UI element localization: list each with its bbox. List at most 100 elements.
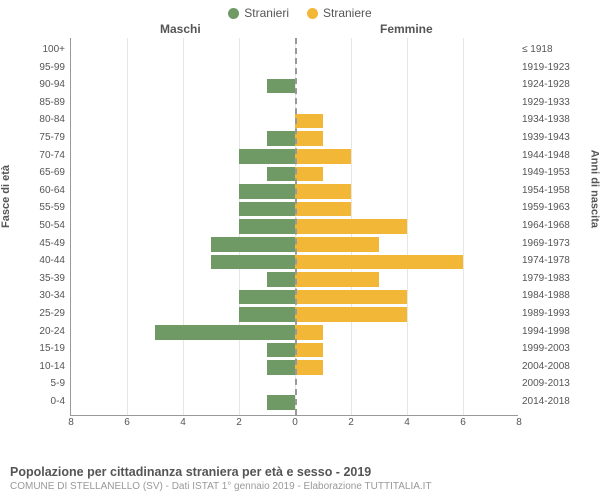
legend-item-male: Stranieri bbox=[228, 6, 289, 20]
y-axis-label-right: Anni di nascita bbox=[588, 150, 600, 228]
bar-male bbox=[211, 237, 295, 252]
bar-male bbox=[239, 184, 295, 199]
age-label: 70-74 bbox=[23, 150, 65, 161]
chart-area: Fasce di età Anni di nascita 100+≤ 19189… bbox=[0, 38, 600, 438]
age-label: 5-9 bbox=[23, 378, 65, 389]
age-label: 65-69 bbox=[23, 167, 65, 178]
bar-male bbox=[267, 131, 295, 146]
birth-year-label: 1989-1993 bbox=[522, 308, 588, 319]
x-tick-label: 2 bbox=[236, 417, 242, 428]
plot-region: 100+≤ 191895-991919-192390-941924-192885… bbox=[70, 38, 518, 416]
birth-year-label: 1944-1948 bbox=[522, 150, 588, 161]
y-axis-label-left: Fasce di età bbox=[0, 165, 12, 228]
bar-male bbox=[239, 202, 295, 217]
age-label: 75-79 bbox=[23, 132, 65, 143]
birth-year-label: 1924-1928 bbox=[522, 79, 588, 90]
bar-male bbox=[267, 167, 295, 182]
bar-male bbox=[239, 149, 295, 164]
bar-male bbox=[211, 255, 295, 270]
bar-female bbox=[295, 272, 379, 287]
chart-title: Popolazione per cittadinanza straniera p… bbox=[10, 465, 590, 479]
age-label: 45-49 bbox=[23, 238, 65, 249]
birth-year-label: 2004-2008 bbox=[522, 361, 588, 372]
column-title-female: Femmine bbox=[380, 22, 433, 36]
bar-female bbox=[295, 237, 379, 252]
bar-female bbox=[295, 184, 351, 199]
x-tick-label: 6 bbox=[460, 417, 466, 428]
birth-year-label: 1934-1938 bbox=[522, 114, 588, 125]
bar-female bbox=[295, 360, 323, 375]
age-label: 55-59 bbox=[23, 202, 65, 213]
birth-year-label: 2014-2018 bbox=[522, 396, 588, 407]
birth-year-label: 1999-2003 bbox=[522, 343, 588, 354]
column-titles: Maschi Femmine bbox=[0, 22, 600, 38]
bar-male bbox=[267, 343, 295, 358]
bar-female bbox=[295, 167, 323, 182]
age-label: 95-99 bbox=[23, 62, 65, 73]
bar-female bbox=[295, 290, 407, 305]
column-title-male: Maschi bbox=[160, 22, 201, 36]
age-label: 50-54 bbox=[23, 220, 65, 231]
bar-female bbox=[295, 307, 407, 322]
birth-year-label: 2009-2013 bbox=[522, 378, 588, 389]
birth-year-label: 1984-1988 bbox=[522, 290, 588, 301]
x-tick-label: 4 bbox=[180, 417, 186, 428]
age-label: 0-4 bbox=[23, 396, 65, 407]
bar-male bbox=[155, 325, 295, 340]
x-tick-label: 8 bbox=[516, 417, 522, 428]
age-label: 25-29 bbox=[23, 308, 65, 319]
age-label: 85-89 bbox=[23, 97, 65, 108]
legend-swatch-female bbox=[307, 8, 318, 19]
birth-year-label: 1919-1923 bbox=[522, 62, 588, 73]
bar-male bbox=[267, 272, 295, 287]
bar-male bbox=[239, 290, 295, 305]
age-label: 60-64 bbox=[23, 185, 65, 196]
x-tick-label: 2 bbox=[348, 417, 354, 428]
bar-female bbox=[295, 149, 351, 164]
birth-year-label: 1959-1963 bbox=[522, 202, 588, 213]
birth-year-label: 1949-1953 bbox=[522, 167, 588, 178]
bar-female bbox=[295, 343, 323, 358]
age-label: 100+ bbox=[23, 44, 65, 55]
age-label: 90-94 bbox=[23, 79, 65, 90]
chart-subtitle: COMUNE DI STELLANELLO (SV) - Dati ISTAT … bbox=[10, 481, 590, 492]
bar-male bbox=[239, 307, 295, 322]
birth-year-label: 1939-1943 bbox=[522, 132, 588, 143]
birth-year-label: 1929-1933 bbox=[522, 97, 588, 108]
bar-female bbox=[295, 255, 463, 270]
x-tick-label: 8 bbox=[68, 417, 74, 428]
x-tick-label: 4 bbox=[404, 417, 410, 428]
bar-female bbox=[295, 202, 351, 217]
age-label: 80-84 bbox=[23, 114, 65, 125]
legend: Stranieri Straniere bbox=[0, 0, 600, 22]
bar-female bbox=[295, 114, 323, 129]
age-label: 15-19 bbox=[23, 343, 65, 354]
x-tick-label: 6 bbox=[124, 417, 130, 428]
age-label: 40-44 bbox=[23, 255, 65, 266]
birth-year-label: 1964-1968 bbox=[522, 220, 588, 231]
legend-label-male: Stranieri bbox=[244, 6, 289, 20]
bar-male bbox=[267, 79, 295, 94]
bar-male bbox=[239, 219, 295, 234]
x-axis-ticks: 864202468 bbox=[71, 417, 518, 431]
legend-swatch-male bbox=[228, 8, 239, 19]
legend-label-female: Straniere bbox=[323, 6, 372, 20]
footer: Popolazione per cittadinanza straniera p… bbox=[10, 465, 590, 492]
age-label: 30-34 bbox=[23, 290, 65, 301]
birth-year-label: 1974-1978 bbox=[522, 255, 588, 266]
x-tick-label: 0 bbox=[292, 417, 298, 428]
birth-year-label: ≤ 1918 bbox=[522, 44, 588, 55]
bar-male bbox=[267, 395, 295, 410]
bar-female bbox=[295, 131, 323, 146]
center-divider bbox=[295, 38, 297, 415]
age-label: 35-39 bbox=[23, 273, 65, 284]
birth-year-label: 1969-1973 bbox=[522, 238, 588, 249]
legend-item-female: Straniere bbox=[307, 6, 372, 20]
age-label: 10-14 bbox=[23, 361, 65, 372]
age-label: 20-24 bbox=[23, 326, 65, 337]
birth-year-label: 1979-1983 bbox=[522, 273, 588, 284]
bar-female bbox=[295, 219, 407, 234]
birth-year-label: 1994-1998 bbox=[522, 326, 588, 337]
birth-year-label: 1954-1958 bbox=[522, 185, 588, 196]
bar-female bbox=[295, 325, 323, 340]
